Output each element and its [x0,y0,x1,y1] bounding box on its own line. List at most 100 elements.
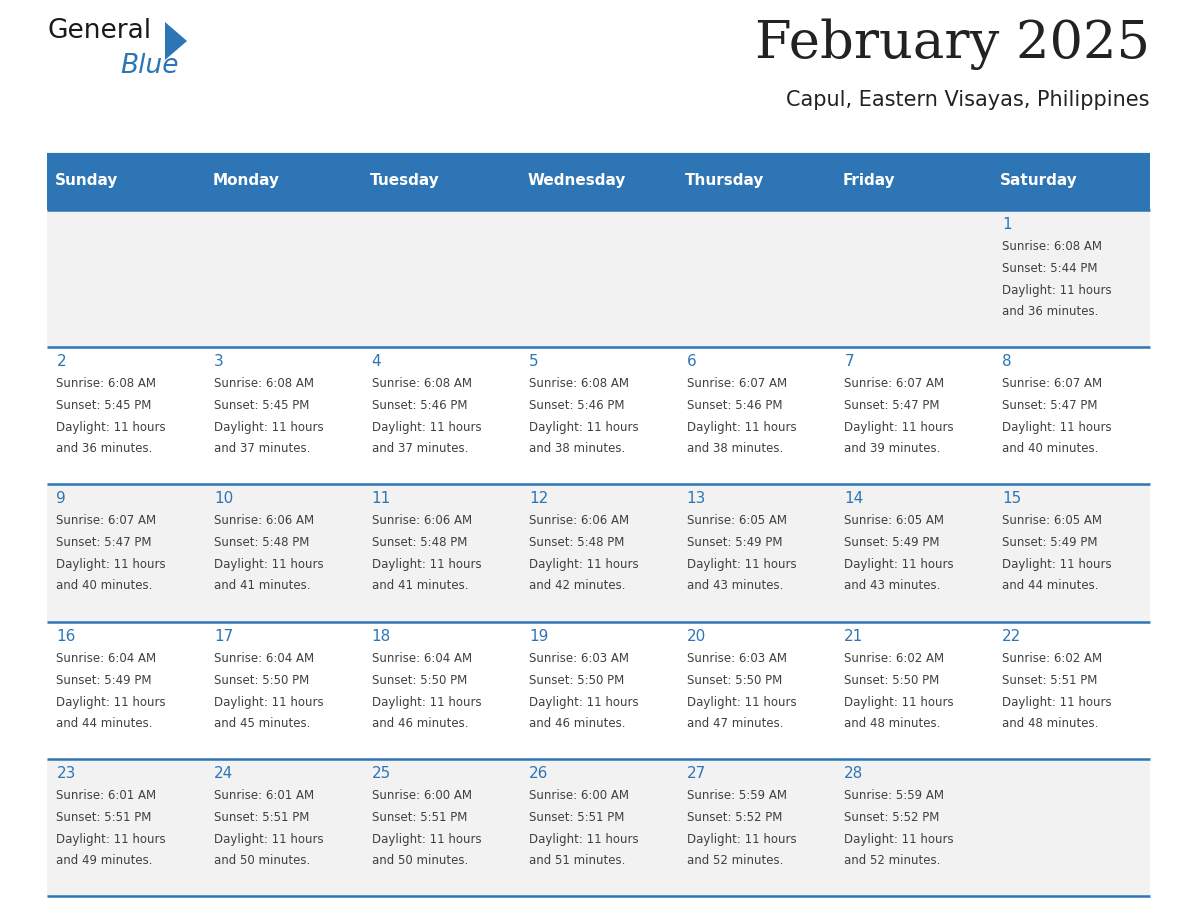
Bar [519,347,677,485]
Text: Sunset: 5:48 PM: Sunset: 5:48 PM [214,536,309,549]
Text: 19: 19 [529,629,549,644]
Text: Thursday: Thursday [685,173,765,188]
Text: Sunset: 5:51 PM: Sunset: 5:51 PM [214,811,309,823]
Text: Saturday: Saturday [1000,173,1078,188]
Text: Daylight: 11 hours: Daylight: 11 hours [372,558,481,571]
Text: Sunset: 5:52 PM: Sunset: 5:52 PM [845,811,940,823]
Bar [519,759,677,896]
Bar [992,155,1150,210]
Text: and 51 minutes.: and 51 minutes. [529,854,626,867]
Text: Sunset: 5:51 PM: Sunset: 5:51 PM [529,811,625,823]
Text: Sunrise: 6:02 AM: Sunrise: 6:02 AM [1001,652,1102,665]
Text: 20: 20 [687,629,706,644]
Text: Sunrise: 5:59 AM: Sunrise: 5:59 AM [687,789,786,801]
Text: Daylight: 11 hours: Daylight: 11 hours [214,421,323,434]
Text: and 49 minutes.: and 49 minutes. [57,854,153,867]
Polygon shape [165,22,187,60]
Bar [835,347,992,485]
Text: Sunrise: 6:02 AM: Sunrise: 6:02 AM [845,652,944,665]
Text: 15: 15 [1001,491,1022,507]
Text: Daylight: 11 hours: Daylight: 11 hours [845,833,954,845]
Text: Sunset: 5:51 PM: Sunset: 5:51 PM [372,811,467,823]
Text: and 38 minutes.: and 38 minutes. [687,442,783,455]
Bar [48,347,204,485]
Text: 26: 26 [529,766,549,781]
Text: Sunset: 5:50 PM: Sunset: 5:50 PM [214,674,309,687]
Text: Daylight: 11 hours: Daylight: 11 hours [57,833,166,845]
Text: Daylight: 11 hours: Daylight: 11 hours [372,696,481,709]
Text: Sunrise: 6:06 AM: Sunrise: 6:06 AM [529,514,630,528]
Text: Sunrise: 6:08 AM: Sunrise: 6:08 AM [529,377,630,390]
Text: Daylight: 11 hours: Daylight: 11 hours [1001,696,1112,709]
Text: Daylight: 11 hours: Daylight: 11 hours [214,558,323,571]
Text: Sunrise: 6:08 AM: Sunrise: 6:08 AM [372,377,472,390]
Text: and 43 minutes.: and 43 minutes. [845,579,941,592]
Text: Sunrise: 6:07 AM: Sunrise: 6:07 AM [1001,377,1102,390]
Text: Daylight: 11 hours: Daylight: 11 hours [1001,421,1112,434]
Text: Sunset: 5:50 PM: Sunset: 5:50 PM [529,674,625,687]
Text: Sunset: 5:49 PM: Sunset: 5:49 PM [687,536,782,549]
Text: and 37 minutes.: and 37 minutes. [372,442,468,455]
Text: Friday: Friday [842,173,896,188]
Text: Sunrise: 6:05 AM: Sunrise: 6:05 AM [845,514,944,528]
Text: Sunrise: 6:07 AM: Sunrise: 6:07 AM [845,377,944,390]
Text: and 47 minutes.: and 47 minutes. [687,717,783,730]
Bar [519,210,677,347]
Text: 12: 12 [529,491,549,507]
Text: and 48 minutes.: and 48 minutes. [1001,717,1098,730]
Bar [48,621,204,759]
Text: 23: 23 [57,766,76,781]
Text: 1: 1 [1001,217,1011,232]
Text: Sunrise: 6:05 AM: Sunrise: 6:05 AM [687,514,786,528]
Text: Daylight: 11 hours: Daylight: 11 hours [845,558,954,571]
Text: and 41 minutes.: and 41 minutes. [214,579,310,592]
Bar [362,347,519,485]
Bar [835,210,992,347]
Text: and 40 minutes.: and 40 minutes. [57,579,153,592]
Text: Sunset: 5:44 PM: Sunset: 5:44 PM [1001,262,1098,275]
Text: Sunrise: 6:00 AM: Sunrise: 6:00 AM [529,789,630,801]
Bar [48,485,204,621]
Text: Wednesday: Wednesday [527,173,626,188]
Bar [48,759,204,896]
Bar [204,347,362,485]
Text: Sunset: 5:51 PM: Sunset: 5:51 PM [57,811,152,823]
Text: and 50 minutes.: and 50 minutes. [214,854,310,867]
Text: and 46 minutes.: and 46 minutes. [372,717,468,730]
Bar [677,759,835,896]
Text: Daylight: 11 hours: Daylight: 11 hours [214,833,323,845]
Bar [992,210,1150,347]
Text: 22: 22 [1001,629,1022,644]
Text: 24: 24 [214,766,233,781]
Bar [992,759,1150,896]
Bar [519,621,677,759]
Text: Monday: Monday [213,173,279,188]
Bar [204,759,362,896]
Text: Daylight: 11 hours: Daylight: 11 hours [372,421,481,434]
Text: 4: 4 [372,354,381,369]
Text: Daylight: 11 hours: Daylight: 11 hours [845,696,954,709]
Bar [677,347,835,485]
Text: Tuesday: Tuesday [369,173,440,188]
Text: and 52 minutes.: and 52 minutes. [687,854,783,867]
Text: Sunset: 5:50 PM: Sunset: 5:50 PM [845,674,940,687]
Text: 5: 5 [529,354,539,369]
Text: Sunrise: 6:05 AM: Sunrise: 6:05 AM [1001,514,1102,528]
Text: Daylight: 11 hours: Daylight: 11 hours [687,421,796,434]
Text: Sunrise: 6:07 AM: Sunrise: 6:07 AM [687,377,786,390]
Text: and 40 minutes.: and 40 minutes. [1001,442,1098,455]
Text: 16: 16 [57,629,76,644]
Text: Daylight: 11 hours: Daylight: 11 hours [687,833,796,845]
Text: Sunday: Sunday [55,173,119,188]
Text: and 48 minutes.: and 48 minutes. [845,717,941,730]
Text: Sunset: 5:49 PM: Sunset: 5:49 PM [57,674,152,687]
Text: Sunset: 5:49 PM: Sunset: 5:49 PM [845,536,940,549]
Text: Sunset: 5:50 PM: Sunset: 5:50 PM [372,674,467,687]
Text: Daylight: 11 hours: Daylight: 11 hours [214,696,323,709]
Text: and 50 minutes.: and 50 minutes. [372,854,468,867]
Text: Sunrise: 6:08 AM: Sunrise: 6:08 AM [214,377,314,390]
Text: Sunrise: 6:03 AM: Sunrise: 6:03 AM [529,652,630,665]
Text: Sunrise: 6:04 AM: Sunrise: 6:04 AM [214,652,314,665]
Text: and 41 minutes.: and 41 minutes. [372,579,468,592]
Text: 7: 7 [845,354,854,369]
